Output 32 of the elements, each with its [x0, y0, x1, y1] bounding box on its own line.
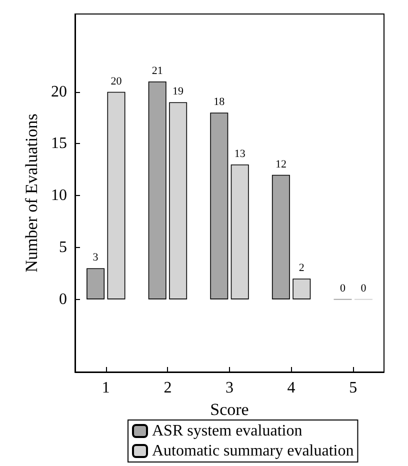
data-label: 18	[214, 96, 226, 108]
bar	[148, 81, 166, 300]
data-label: 2	[298, 262, 304, 274]
y-tick-label: 0	[59, 290, 67, 308]
x-axis-title: Score	[210, 400, 249, 419]
data-label: 20	[110, 75, 122, 88]
bar	[272, 174, 290, 300]
data-label: 0	[340, 282, 346, 294]
data-label: 12	[275, 158, 286, 170]
data-label: 21	[152, 64, 163, 77]
x-tick-label: 5	[349, 380, 358, 396]
bar	[230, 164, 249, 300]
x-tick-label: 4	[287, 380, 296, 396]
bar	[210, 112, 228, 300]
x-tick-label: 3	[226, 380, 234, 396]
y-axis-title: Number of Evaluations	[22, 114, 42, 272]
legend-label: ASR system evaluation	[152, 422, 302, 440]
y-tick-label: 5	[59, 238, 67, 256]
legend-label: Automatic summary evaluation	[152, 442, 354, 460]
data-label: 3	[92, 252, 99, 264]
y-tick-label: 10	[51, 187, 67, 204]
bar	[169, 102, 188, 300]
bar	[86, 268, 105, 300]
y-tick-label: 20	[51, 83, 67, 100]
data-label: 13	[234, 148, 246, 160]
data-label: 19	[172, 86, 184, 98]
data-label: 0	[360, 282, 367, 294]
bar	[292, 278, 311, 300]
x-tick-label: 2	[164, 380, 172, 396]
y-tick-label: 15	[51, 135, 67, 152]
bar	[107, 92, 126, 300]
x-tick-label: 1	[102, 380, 110, 396]
